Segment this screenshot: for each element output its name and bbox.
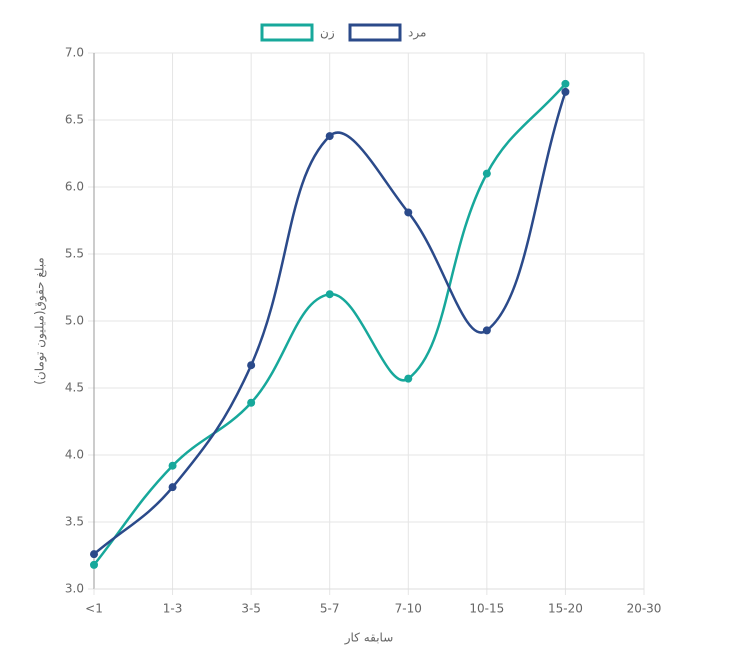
data-point: [404, 208, 413, 217]
y-tick-label: 3.0: [65, 582, 84, 596]
x-tick-label: 15-20: [548, 602, 583, 616]
data-point: [325, 132, 334, 141]
data-point: [561, 87, 570, 96]
x-tick-label: 3-5: [241, 602, 261, 616]
x-tick-label: 1-3: [163, 602, 183, 616]
data-point: [168, 483, 177, 492]
data-point: [404, 374, 413, 383]
y-tick-label: 6.5: [65, 113, 84, 127]
y-tick-label: 6.0: [65, 180, 84, 194]
y-tick-label: 3.5: [65, 515, 84, 529]
data-point: [168, 461, 177, 470]
data-point: [325, 290, 334, 299]
y-tick-label: 7.0: [65, 46, 84, 60]
x-tick-label: 5-7: [320, 602, 340, 616]
legend-label: مرد: [408, 26, 426, 41]
x-tick-label: 20-30: [627, 602, 662, 616]
data-point: [247, 398, 256, 407]
data-point: [482, 326, 491, 335]
x-tick-label: 7-10: [395, 602, 422, 616]
y-tick-label: 5.0: [65, 314, 84, 328]
y-tick-label: 4.5: [65, 381, 84, 395]
data-point: [482, 169, 491, 178]
data-point: [561, 79, 570, 88]
data-point: [90, 560, 98, 569]
x-tick-label: <1: [85, 602, 103, 616]
x-axis-title: سابقه کار: [344, 631, 394, 646]
legend-label: زن: [320, 26, 335, 41]
legend-swatch: [348, 23, 402, 42]
x-tick-label: 10-15: [469, 602, 504, 616]
y-tick-label: 5.5: [65, 247, 84, 261]
data-point: [247, 361, 256, 370]
data-point: [90, 550, 98, 559]
legend-swatch: [260, 23, 314, 42]
y-tick-label: 4.0: [65, 448, 84, 462]
y-axis-title: مبلغ حقوق(میلیون تومان): [33, 257, 48, 385]
